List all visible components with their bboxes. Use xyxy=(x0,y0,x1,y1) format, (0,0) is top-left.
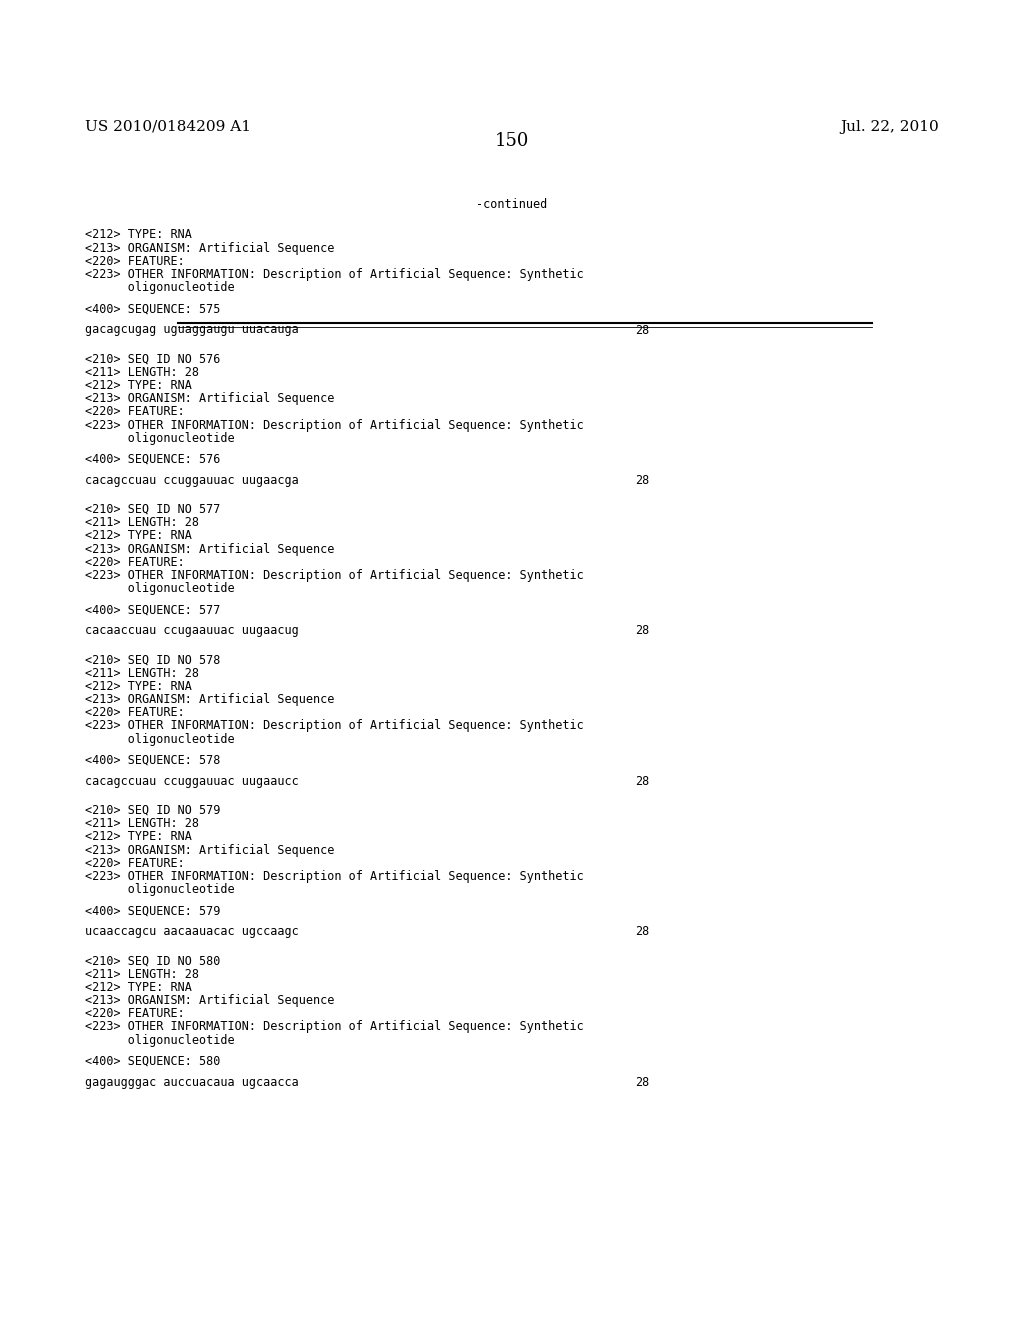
Text: <212> TYPE: RNA: <212> TYPE: RNA xyxy=(85,228,191,242)
Text: 28: 28 xyxy=(635,1076,649,1089)
Text: <223> OTHER INFORMATION: Description of Artificial Sequence: Synthetic: <223> OTHER INFORMATION: Description of … xyxy=(85,1020,584,1034)
Text: 28: 28 xyxy=(635,474,649,487)
Text: <400> SEQUENCE: 577: <400> SEQUENCE: 577 xyxy=(85,603,220,616)
Text: cacagccuau ccuggauuac uugaaucc: cacagccuau ccuggauuac uugaaucc xyxy=(85,775,299,788)
Text: <220> FEATURE:: <220> FEATURE: xyxy=(85,405,184,418)
Text: <210> SEQ ID NO 576: <210> SEQ ID NO 576 xyxy=(85,352,220,366)
Text: cacaaccuau ccugaauuac uugaacug: cacaaccuau ccugaauuac uugaacug xyxy=(85,624,299,638)
Text: <213> ORGANISM: Artificial Sequence: <213> ORGANISM: Artificial Sequence xyxy=(85,242,335,255)
Text: <400> SEQUENCE: 576: <400> SEQUENCE: 576 xyxy=(85,453,220,466)
Text: <210> SEQ ID NO 578: <210> SEQ ID NO 578 xyxy=(85,653,220,667)
Text: <220> FEATURE:: <220> FEATURE: xyxy=(85,857,184,870)
Text: Jul. 22, 2010: Jul. 22, 2010 xyxy=(841,120,939,133)
Text: cacagccuau ccuggauuac uugaacga: cacagccuau ccuggauuac uugaacga xyxy=(85,474,299,487)
Text: <213> ORGANISM: Artificial Sequence: <213> ORGANISM: Artificial Sequence xyxy=(85,693,335,706)
Text: <213> ORGANISM: Artificial Sequence: <213> ORGANISM: Artificial Sequence xyxy=(85,994,335,1007)
Text: <212> TYPE: RNA: <212> TYPE: RNA xyxy=(85,529,191,543)
Text: <400> SEQUENCE: 580: <400> SEQUENCE: 580 xyxy=(85,1055,220,1068)
Text: -continued: -continued xyxy=(476,198,548,211)
Text: oligonucleotide: oligonucleotide xyxy=(85,432,234,445)
Text: <212> TYPE: RNA: <212> TYPE: RNA xyxy=(85,981,191,994)
Text: 150: 150 xyxy=(495,132,529,150)
Text: <223> OTHER INFORMATION: Description of Artificial Sequence: Synthetic: <223> OTHER INFORMATION: Description of … xyxy=(85,569,584,582)
Text: oligonucleotide: oligonucleotide xyxy=(85,883,234,896)
Text: <212> TYPE: RNA: <212> TYPE: RNA xyxy=(85,830,191,843)
Text: oligonucleotide: oligonucleotide xyxy=(85,1034,234,1047)
Text: <211> LENGTH: 28: <211> LENGTH: 28 xyxy=(85,366,199,379)
Text: 28: 28 xyxy=(635,323,649,337)
Text: <211> LENGTH: 28: <211> LENGTH: 28 xyxy=(85,516,199,529)
Text: <213> ORGANISM: Artificial Sequence: <213> ORGANISM: Artificial Sequence xyxy=(85,843,335,857)
Text: <210> SEQ ID NO 580: <210> SEQ ID NO 580 xyxy=(85,954,220,968)
Text: <400> SEQUENCE: 579: <400> SEQUENCE: 579 xyxy=(85,904,220,917)
Text: oligonucleotide: oligonucleotide xyxy=(85,733,234,746)
Text: <212> TYPE: RNA: <212> TYPE: RNA xyxy=(85,680,191,693)
Text: <223> OTHER INFORMATION: Description of Artificial Sequence: Synthetic: <223> OTHER INFORMATION: Description of … xyxy=(85,268,584,281)
Text: <211> LENGTH: 28: <211> LENGTH: 28 xyxy=(85,968,199,981)
Text: US 2010/0184209 A1: US 2010/0184209 A1 xyxy=(85,120,251,133)
Text: <400> SEQUENCE: 578: <400> SEQUENCE: 578 xyxy=(85,754,220,767)
Text: <212> TYPE: RNA: <212> TYPE: RNA xyxy=(85,379,191,392)
Text: <223> OTHER INFORMATION: Description of Artificial Sequence: Synthetic: <223> OTHER INFORMATION: Description of … xyxy=(85,870,584,883)
Text: 28: 28 xyxy=(635,925,649,939)
Text: <211> LENGTH: 28: <211> LENGTH: 28 xyxy=(85,667,199,680)
Text: <213> ORGANISM: Artificial Sequence: <213> ORGANISM: Artificial Sequence xyxy=(85,392,335,405)
Text: <223> OTHER INFORMATION: Description of Artificial Sequence: Synthetic: <223> OTHER INFORMATION: Description of … xyxy=(85,719,584,733)
Text: <213> ORGANISM: Artificial Sequence: <213> ORGANISM: Artificial Sequence xyxy=(85,543,335,556)
Text: <210> SEQ ID NO 579: <210> SEQ ID NO 579 xyxy=(85,804,220,817)
Text: <223> OTHER INFORMATION: Description of Artificial Sequence: Synthetic: <223> OTHER INFORMATION: Description of … xyxy=(85,418,584,432)
Text: 28: 28 xyxy=(635,624,649,638)
Text: <400> SEQUENCE: 575: <400> SEQUENCE: 575 xyxy=(85,302,220,315)
Text: <210> SEQ ID NO 577: <210> SEQ ID NO 577 xyxy=(85,503,220,516)
Text: oligonucleotide: oligonucleotide xyxy=(85,281,234,294)
Text: <220> FEATURE:: <220> FEATURE: xyxy=(85,706,184,719)
Text: gacagcugag uguaggaugu uuacauga: gacagcugag uguaggaugu uuacauga xyxy=(85,323,299,337)
Text: <220> FEATURE:: <220> FEATURE: xyxy=(85,255,184,268)
Text: ucaaccagcu aacaauacac ugccaagc: ucaaccagcu aacaauacac ugccaagc xyxy=(85,925,299,939)
Text: <220> FEATURE:: <220> FEATURE: xyxy=(85,1007,184,1020)
Text: oligonucleotide: oligonucleotide xyxy=(85,582,234,595)
Text: gagaugggac auccuacaua ugcaacca: gagaugggac auccuacaua ugcaacca xyxy=(85,1076,299,1089)
Text: <211> LENGTH: 28: <211> LENGTH: 28 xyxy=(85,817,199,830)
Text: <220> FEATURE:: <220> FEATURE: xyxy=(85,556,184,569)
Text: 28: 28 xyxy=(635,775,649,788)
